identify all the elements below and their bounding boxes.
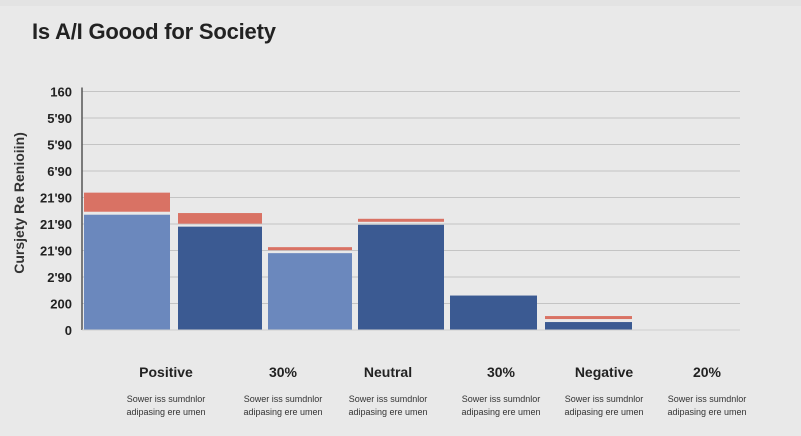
category-label: Positive — [139, 364, 193, 380]
bar-base — [268, 253, 352, 330]
bar-base — [84, 214, 170, 330]
bar-top — [268, 247, 352, 251]
y-tick-label: 160 — [50, 85, 72, 100]
category-label: 30% — [268, 364, 298, 380]
y-tick-label: 21'90 — [40, 244, 72, 259]
y-tick-label: 6'90 — [47, 164, 72, 179]
cropped-header-strip — [0, 0, 801, 6]
bar-base — [178, 226, 262, 330]
bar-top — [178, 213, 262, 224]
y-tick-label: 0 — [65, 323, 72, 338]
category-subtitle: Sower iss sumdnlor adipasing ere umen — [461, 394, 541, 417]
y-tick-label: 21'90 — [40, 217, 72, 232]
category-label: Neutral — [363, 364, 413, 380]
y-tick-label: 5'90 — [47, 111, 72, 126]
bar-top — [358, 218, 444, 222]
bar-base — [358, 224, 444, 330]
bar-top — [545, 316, 632, 320]
chart-title: Is A/I Goood for Society — [32, 19, 276, 44]
y-tick-label: 200 — [50, 297, 72, 312]
category-subtitle: Sower iss sumdnlor adipasing ere umen — [126, 394, 206, 417]
y-tick-label: 5'90 — [47, 138, 72, 153]
bar-base — [545, 322, 632, 330]
y-tick-label: 21'90 — [40, 191, 72, 206]
category-subtitle: Sower iss sumdnlor adipasing ere umen — [564, 394, 644, 417]
category-subtitle: Sower iss sumdnlor adipasing ere umen — [348, 394, 428, 417]
bar-top — [84, 192, 170, 212]
bar-base — [450, 295, 537, 330]
category-subtitle: Sower iss sumdnlor adipasing ere umen — [667, 394, 747, 417]
category-label: 30% — [486, 364, 516, 380]
category-label: 20% — [692, 364, 722, 380]
category-label: Negative — [574, 364, 634, 380]
category-subtitle: Sower iss sumdnlor adipasing ere umen — [243, 394, 323, 417]
y-tick-label: 2'90 — [47, 270, 72, 285]
